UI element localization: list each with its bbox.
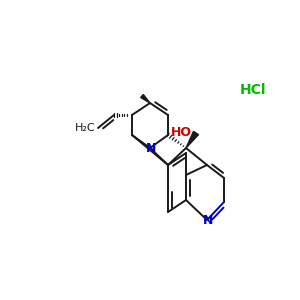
Text: N: N bbox=[203, 214, 213, 227]
Polygon shape bbox=[141, 94, 150, 103]
Text: HCl: HCl bbox=[240, 83, 266, 97]
Text: H₂C: H₂C bbox=[74, 123, 95, 133]
Text: N: N bbox=[146, 142, 156, 154]
Polygon shape bbox=[186, 131, 199, 148]
Text: HO: HO bbox=[171, 125, 192, 139]
